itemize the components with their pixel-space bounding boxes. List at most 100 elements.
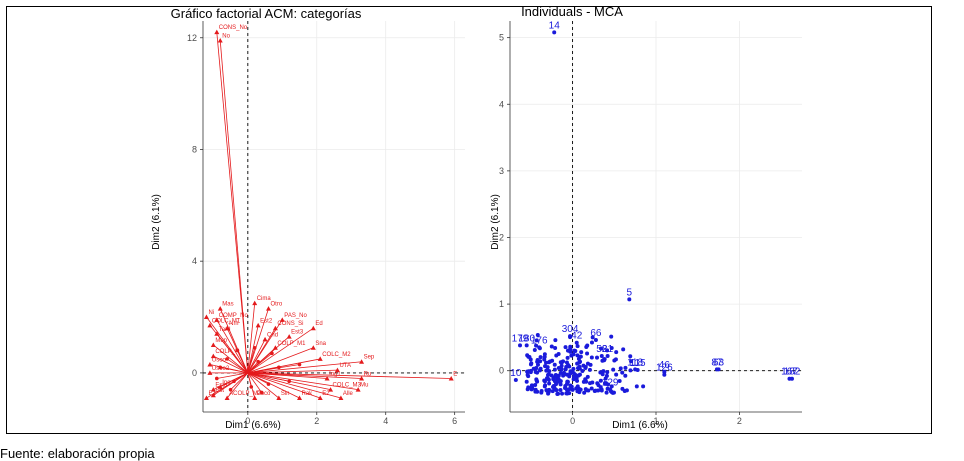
category-arrow <box>233 372 249 382</box>
individual-point <box>571 352 576 357</box>
category-arrow <box>237 350 249 374</box>
individual-point <box>532 347 537 352</box>
individual-point <box>587 367 592 372</box>
category-point <box>214 376 219 381</box>
individual-point <box>620 386 625 391</box>
individual-point <box>565 348 570 353</box>
category-point <box>256 359 260 364</box>
category-arrow <box>216 333 249 374</box>
x-tick-label: 2 <box>737 416 742 426</box>
individual-point <box>614 372 619 377</box>
category-label: PAS_No <box>284 313 307 319</box>
individual-point <box>618 366 623 371</box>
category-point <box>310 325 316 331</box>
individual-point <box>551 377 556 382</box>
category-arrow <box>247 369 338 374</box>
individual-point <box>634 384 639 389</box>
individual-label: 179 <box>512 333 529 344</box>
category-point <box>224 395 230 401</box>
individual-label: 66 <box>590 328 602 339</box>
individual-point <box>553 372 558 377</box>
category-point <box>232 379 236 384</box>
individual-point <box>568 334 573 339</box>
individual-point <box>623 365 628 370</box>
individual-point <box>589 386 594 391</box>
category-label: Ru <box>364 371 372 377</box>
category-label: E <box>453 371 457 377</box>
category-arrow <box>247 372 252 387</box>
individual-point <box>567 386 572 391</box>
y-tick-label: 1 <box>499 299 504 309</box>
y-tick-label: 3 <box>499 166 504 176</box>
category-point <box>262 336 268 342</box>
individual-point <box>552 367 557 372</box>
category-point <box>249 385 254 389</box>
category-arrow <box>247 372 341 399</box>
individual-point <box>558 382 563 387</box>
individual-point <box>583 366 588 371</box>
y-tick-label: 4 <box>192 256 197 266</box>
category-label: Esta <box>215 383 228 389</box>
x-axis-label: Dim1 (6.6%) <box>225 420 281 431</box>
individual-point <box>567 391 572 396</box>
individual-point <box>535 370 540 375</box>
y-tick-label: 5 <box>499 33 504 43</box>
category-label: Alle <box>343 391 354 397</box>
category-point <box>266 382 271 386</box>
individual-point <box>611 367 616 372</box>
individual-point <box>525 372 530 377</box>
individual-point <box>614 350 619 355</box>
individual-point <box>525 353 530 358</box>
category-arrow <box>247 372 359 391</box>
individual-point <box>552 385 557 390</box>
individual-point <box>534 343 539 348</box>
individual-label: 14 <box>549 20 561 31</box>
individual-point <box>574 340 579 345</box>
individual-point <box>546 373 551 378</box>
individual-point <box>524 379 529 384</box>
individual-point <box>559 363 564 368</box>
category-point <box>252 300 258 306</box>
category-point <box>210 342 216 347</box>
individual-point <box>545 367 550 372</box>
category-label: Ing1 <box>329 371 341 377</box>
x-axis-label: Dim1 (6.6%) <box>612 420 668 431</box>
individual-point <box>556 366 561 371</box>
individual-point <box>604 390 609 395</box>
category-point <box>448 375 454 381</box>
category-point <box>224 325 230 331</box>
individual-point <box>589 340 594 345</box>
individual-label: 115 <box>630 358 646 369</box>
category-point <box>210 392 216 398</box>
category-arrow <box>247 372 321 399</box>
individual-label: 304 <box>562 324 579 335</box>
category-label: Mu <box>360 383 368 389</box>
category-point <box>210 353 216 359</box>
category-label: Mas <box>222 302 233 308</box>
figure-caption: Fuente: elaboración propia <box>0 446 155 461</box>
category-label: Poco <box>257 391 271 397</box>
individual-point <box>635 368 640 373</box>
individual-point <box>535 357 540 362</box>
category-point <box>286 334 292 339</box>
individual-point <box>535 379 540 384</box>
individual-point <box>584 379 589 384</box>
individual-point <box>526 385 531 390</box>
category-label: Mup <box>215 338 227 344</box>
category-arrow <box>216 372 248 379</box>
chart-title: Individuals - MCA <box>521 7 623 19</box>
category-label: Est <box>215 388 224 394</box>
category-label: Est3 <box>291 330 304 336</box>
individual-point <box>641 384 646 389</box>
category-label: E1 <box>208 391 216 397</box>
individual-point <box>605 382 610 387</box>
individual-point <box>549 344 554 349</box>
individual-point <box>595 355 600 360</box>
category-point <box>328 387 334 392</box>
y-tick-label: 8 <box>192 144 197 154</box>
category-label: Ni <box>208 310 214 316</box>
x-tick-label: 0 <box>570 416 575 426</box>
individual-label: 10 <box>510 368 522 379</box>
individual-point <box>553 338 558 343</box>
